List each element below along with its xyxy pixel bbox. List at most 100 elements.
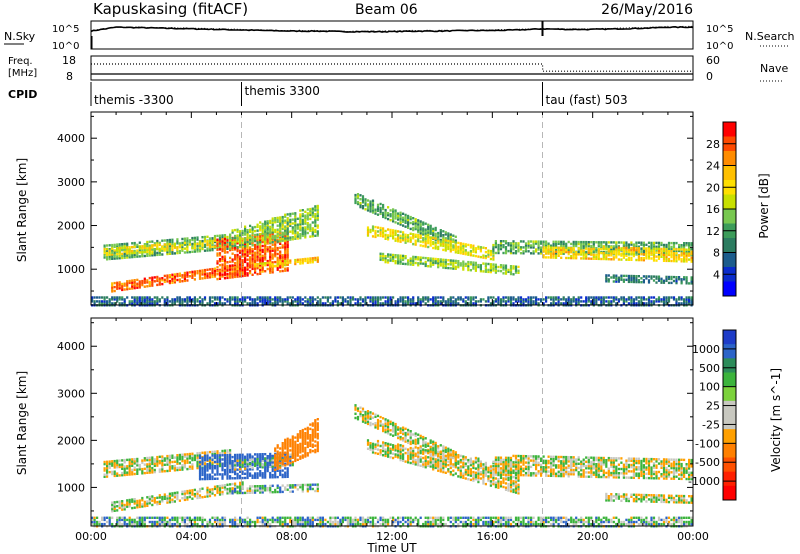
- power-cell: [592, 243, 595, 246]
- power-cell: [487, 249, 490, 252]
- velocity-cell: [274, 460, 277, 463]
- power-cell: [642, 249, 645, 252]
- power-cell: [427, 259, 430, 262]
- power-cell: [284, 269, 287, 272]
- power-cell: [575, 242, 578, 246]
- power-cell: [281, 269, 284, 273]
- power-cell: [151, 280, 154, 283]
- velocity-cell: [239, 459, 242, 462]
- power-cell: [660, 247, 663, 251]
- power-cell: [186, 237, 189, 240]
- power-cell: [213, 271, 217, 274]
- power-cell: [193, 278, 196, 281]
- power-cell: [254, 233, 257, 237]
- power-cell: [103, 248, 106, 251]
- power-cell: [447, 234, 450, 237]
- power-cell: [251, 251, 254, 255]
- power-cell: [148, 254, 151, 257]
- power-cell: [670, 250, 673, 253]
- power-cell: [158, 249, 161, 252]
- velocity-cell: [176, 468, 179, 472]
- velocity-cell: [221, 458, 224, 461]
- power-cell: [474, 302, 477, 305]
- power-cell: [645, 249, 648, 252]
- power-cell: [156, 243, 159, 247]
- power-cell: [402, 256, 405, 260]
- power-cell: [176, 250, 179, 253]
- power-cell: [439, 264, 442, 267]
- power-cell: [279, 220, 282, 223]
- power-cell: [449, 298, 452, 301]
- power-cell: [336, 302, 339, 305]
- power-cell: [316, 212, 319, 215]
- power-cell: [306, 259, 309, 262]
- power-cell: [276, 300, 279, 303]
- power-cell: [366, 228, 370, 231]
- power-cell: [467, 262, 470, 266]
- power-cell: [133, 245, 136, 249]
- power-cell: [402, 218, 405, 221]
- power-cell: [610, 254, 613, 257]
- power-cell: [193, 250, 196, 253]
- velocity-cell: [128, 498, 131, 502]
- power-cell: [173, 242, 176, 245]
- power-cell: [136, 284, 139, 287]
- velocity-cell: [264, 467, 267, 471]
- power-cell: [625, 243, 628, 246]
- power-cell: [153, 300, 156, 303]
- power-cell: [612, 280, 615, 283]
- power-cell: [371, 300, 375, 303]
- power-cell: [507, 296, 510, 299]
- power-cell: [118, 296, 121, 299]
- velocity-cell: [239, 457, 242, 461]
- power-cell: [354, 195, 357, 199]
- velocity-cell: [196, 460, 199, 463]
- power-cell: [387, 261, 390, 264]
- power-cell: [474, 296, 477, 299]
- power-cell: [607, 274, 610, 277]
- velocity-cell: [281, 458, 284, 462]
- velocity-cell: [269, 455, 272, 458]
- velocity-cell: [291, 435, 294, 438]
- power-cell: [452, 261, 455, 264]
- power-cell: [484, 266, 487, 269]
- power-cell: [151, 278, 154, 281]
- velocity-cell: [229, 458, 232, 461]
- velocity-cell: [236, 459, 239, 462]
- power-cell: [113, 281, 116, 285]
- power-cell: [223, 271, 227, 274]
- power-cell: [306, 222, 309, 225]
- power-cell: [284, 249, 287, 253]
- power-cell: [607, 280, 610, 283]
- power-cell: [652, 253, 656, 256]
- power-cell: [259, 245, 262, 248]
- power-cell: [241, 237, 244, 240]
- velocity-cell: [281, 461, 284, 464]
- power-cell: [690, 253, 693, 257]
- power-cell: [660, 255, 663, 258]
- velocity-cell: [106, 471, 109, 474]
- power-cell: [234, 234, 237, 238]
- power-cell: [562, 244, 565, 247]
- velocity-cell: [231, 464, 234, 467]
- power-cell: [269, 271, 272, 274]
- power-cell: [264, 250, 267, 253]
- power-cell: [259, 227, 262, 230]
- velocity-cell: [284, 464, 287, 467]
- velocity-cell: [281, 448, 284, 451]
- noise-panel: N.Sky 10^5 10^0 10^5 10^0 N.Search: [4, 20, 795, 52]
- power-cell: [254, 267, 257, 270]
- power-cell: [535, 250, 538, 253]
- velocity-cell: [236, 453, 239, 457]
- power-cell: [532, 296, 535, 299]
- power-cell: [620, 298, 623, 301]
- power-cell: [494, 271, 497, 274]
- velocity-cell: [221, 475, 224, 478]
- velocity-cell: [183, 453, 186, 456]
- power-cell: [374, 208, 377, 211]
- velocity-cell: [198, 451, 202, 455]
- velocity-cell: [261, 476, 264, 479]
- power-cell: [632, 243, 635, 246]
- power-cell: [148, 284, 151, 288]
- power-cell: [223, 273, 227, 276]
